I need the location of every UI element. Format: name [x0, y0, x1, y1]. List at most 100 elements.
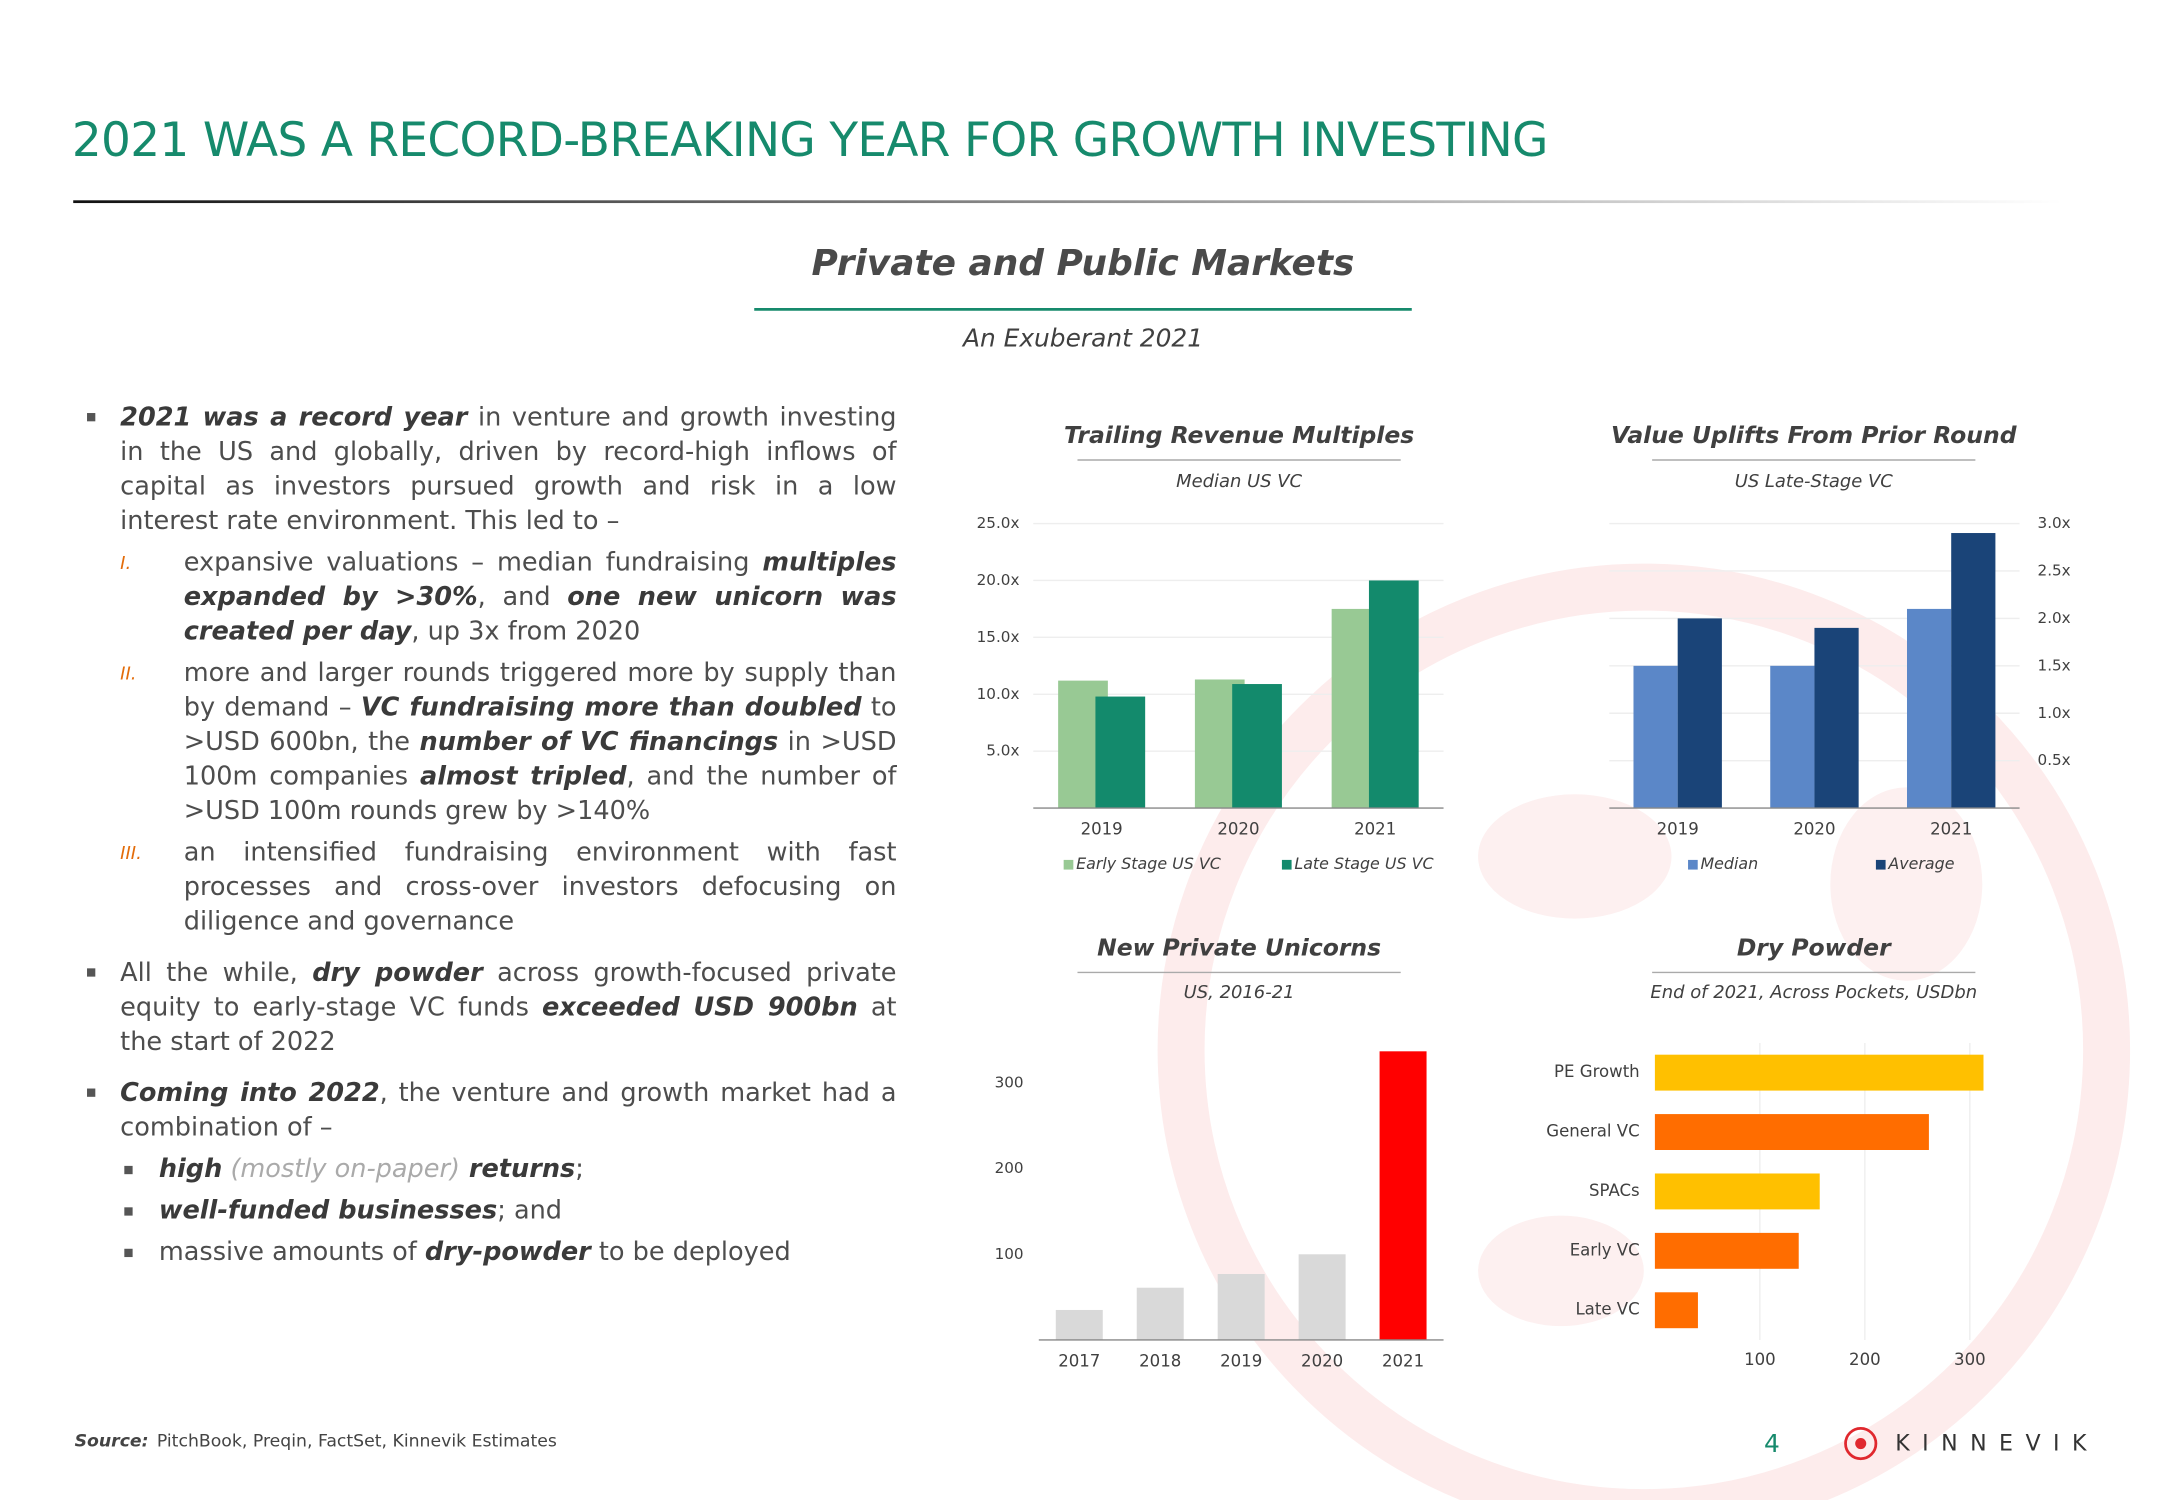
logo-watermark [1478, 794, 1672, 919]
body-text: 2021 was a record year in venture and gr… [87, 401, 897, 1286]
sub-item: massive amounts of dry-powder to be depl… [120, 1235, 896, 1270]
y-tick-label: Late VC [1575, 1300, 1639, 1319]
text: at the start of 2022 [120, 993, 897, 1057]
y-tick-label: PE Growth [1554, 1062, 1640, 1081]
y-tick-label: 100 [995, 1245, 1024, 1263]
bar [1654, 1232, 1799, 1269]
bullet: 2021 was a record year in venture and gr… [87, 401, 897, 940]
bar [1654, 1292, 1698, 1329]
legend-label: Average [1887, 854, 1954, 873]
text: in venture and growth investing in the U… [120, 403, 897, 536]
x-tick-label: 100 [1744, 1350, 1776, 1369]
bar [1217, 1273, 1265, 1340]
text: almost tripled [419, 762, 627, 792]
numeral: III. [120, 844, 142, 865]
y-tick-label: 10.0x [977, 685, 1020, 703]
legend-marker [1688, 859, 1698, 870]
bar [1095, 696, 1146, 809]
text: an intensified fundraising environment w… [183, 838, 897, 937]
bar [1368, 580, 1419, 809]
y-tick-label: 1.5x [2038, 656, 2071, 674]
chart-subtitle: Median US VC [1176, 471, 1302, 492]
x-tick-label: 2020 [1217, 820, 1259, 839]
text: number of VC financings [419, 727, 779, 757]
text: multiples expanded by >30% [183, 548, 897, 612]
text: , the venture and growth market had a co… [120, 1078, 897, 1143]
y-tick-label: Early VC [1570, 1240, 1640, 1259]
bar [1055, 1309, 1103, 1340]
text: , and the number of >USD 100m rounds gre… [183, 762, 897, 827]
numeral: I. [120, 553, 132, 575]
bullet-marker [87, 1088, 96, 1097]
chart-title: New Private Unicorns [1097, 934, 1381, 962]
bullet-marker [87, 413, 96, 422]
x-tick-label: 300 [1954, 1350, 1986, 1369]
numeral: II. [120, 664, 137, 686]
text: ; [575, 1154, 584, 1184]
source-text: PitchBook, Preqin, FactSet, Kinnevik Est… [156, 1429, 557, 1451]
y-tick-label: 2.5x [2038, 561, 2071, 579]
text: to >USD 600bn, the [183, 693, 897, 757]
bar [1654, 1114, 1929, 1150]
text: Coming into 2022 [120, 1078, 380, 1108]
y-tick-label: 3.0x [2038, 514, 2071, 532]
y-tick-label: 5.0x [986, 742, 1019, 760]
x-tick-label: 2021 [1382, 1352, 1424, 1371]
x-tick-label: 2017 [1058, 1352, 1100, 1371]
source-label: Source: [74, 1429, 149, 1451]
section-subtitle: An Exuberant 2021 [962, 324, 1204, 354]
bar [1136, 1287, 1184, 1340]
sub-item: high (mostly on-paper) returns; [120, 1152, 896, 1187]
page-number: 4 [1764, 1429, 1780, 1459]
y-tick-label: 0.5x [2038, 751, 2071, 769]
bullet-marker [124, 1165, 133, 1175]
brand-logo [1844, 1426, 1878, 1461]
x-tick-label: 2019 [1081, 820, 1123, 839]
text: 2021 was a record year [120, 403, 468, 433]
bullet: Coming into 2022, the venture and growth… [87, 1076, 897, 1270]
x-tick-label: 2019 [1657, 820, 1699, 839]
text: exceeded USD 900bn [542, 993, 858, 1023]
text: high [158, 1154, 223, 1184]
logo-watermark [1830, 787, 1983, 981]
y-tick-label: 1.0x [2038, 704, 2071, 722]
legend-label: Late Stage US VC [1294, 854, 1434, 873]
bar [1654, 1173, 1820, 1210]
chart-title: Dry Powder [1737, 934, 1892, 962]
brand-name: KINNEVIK [1895, 1429, 2099, 1456]
text: (mostly on-paper) [222, 1154, 460, 1184]
bullet-marker [87, 968, 96, 977]
x-tick-label: 2019 [1220, 1352, 1262, 1371]
text: ; and [497, 1196, 563, 1226]
x-tick-label: 2021 [1354, 820, 1396, 839]
bar [1770, 665, 1815, 809]
text: All the while, [120, 958, 313, 988]
legend-label: Median [1700, 854, 1758, 873]
text: in >USD 100m companies [183, 727, 897, 792]
y-tick-label: 300 [995, 1074, 1024, 1092]
text: dry powder [312, 958, 483, 988]
text: , and [477, 582, 568, 612]
legend-label: Early Stage US VC [1076, 854, 1222, 873]
y-tick-label: 200 [995, 1159, 1024, 1177]
bar [1633, 665, 1678, 809]
header-rule [73, 200, 2063, 204]
sub-item: III. an intensified fundraising environme… [120, 836, 896, 940]
text: expansive valuations – median fundraisin… [183, 548, 763, 578]
x-tick-label: 2021 [1930, 820, 1972, 839]
brand-logo [1855, 1438, 1867, 1450]
x-tick-label: 2020 [1793, 820, 1835, 839]
bar [1379, 1051, 1427, 1340]
logo-watermark [1478, 1215, 1644, 1327]
text: one new unicorn was created per day [183, 582, 897, 647]
bar [1232, 684, 1282, 809]
bar [1814, 627, 1859, 809]
bar [1951, 533, 1996, 809]
text: dry-powder [424, 1237, 591, 1267]
y-tick-label: SPACs [1589, 1181, 1640, 1200]
x-tick-label: 200 [1849, 1350, 1881, 1369]
chart-title: Value Uplifts From Prior Round [1611, 421, 2017, 449]
